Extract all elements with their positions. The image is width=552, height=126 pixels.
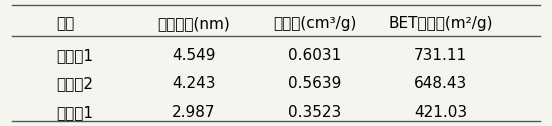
Text: 实施例2: 实施例2 <box>56 76 93 91</box>
Text: 实施例1: 实施例1 <box>56 48 93 63</box>
Text: 项目: 项目 <box>56 16 75 31</box>
Text: 648.43: 648.43 <box>414 76 468 91</box>
Text: 0.3523: 0.3523 <box>288 105 341 120</box>
Text: BET比表面(m²/g): BET比表面(m²/g) <box>389 16 493 31</box>
Text: 421.03: 421.03 <box>414 105 468 120</box>
Text: 孔体积(cm³/g): 孔体积(cm³/g) <box>273 16 356 31</box>
Text: 0.5639: 0.5639 <box>288 76 341 91</box>
Text: 0.6031: 0.6031 <box>288 48 341 63</box>
Text: 731.11: 731.11 <box>414 48 468 63</box>
Text: 4.243: 4.243 <box>172 76 215 91</box>
Text: 比较例1: 比较例1 <box>56 105 93 120</box>
Text: 平均孔径(nm): 平均孔径(nm) <box>157 16 230 31</box>
Text: 4.549: 4.549 <box>172 48 215 63</box>
Text: 2.987: 2.987 <box>172 105 215 120</box>
